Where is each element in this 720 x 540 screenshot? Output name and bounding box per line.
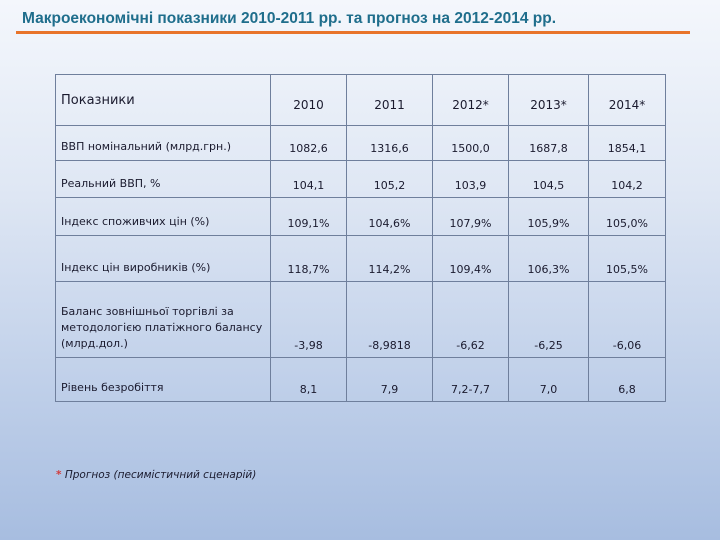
- row-label: Рівень безробіття: [55, 357, 271, 402]
- table-cell: 105,0%: [588, 197, 666, 236]
- header-2012: 2012*: [432, 74, 509, 126]
- table-cell: 105,5%: [588, 235, 666, 282]
- table-cell: 104,6%: [346, 197, 433, 236]
- table-cell: 7,0: [508, 357, 589, 402]
- table-row: Індекс цін виробників (%) 118,7% 114,2% …: [55, 235, 666, 282]
- table-cell: 118,7%: [270, 235, 347, 282]
- table-cell: 1082,6: [270, 125, 347, 161]
- table-row: Рівень безробіття 8,1 7,9 7,2-7,7 7,0 6,…: [55, 357, 666, 402]
- header-2011: 2011: [346, 74, 433, 126]
- table-cell: 1854,1: [588, 125, 666, 161]
- table-cell: 8,1: [270, 357, 347, 402]
- footnote-text: Прогноз (песимістичний сценарій): [61, 469, 257, 481]
- table-cell: 1316,6: [346, 125, 433, 161]
- table-cell: 106,3%: [508, 235, 589, 282]
- table-cell: 104,5: [508, 160, 589, 198]
- footnote: * Прогноз (песимістичний сценарій): [56, 469, 256, 481]
- table-cell: 103,9: [432, 160, 509, 198]
- table-row: Індекс споживчих цін (%) 109,1% 104,6% 1…: [55, 197, 666, 236]
- table-cell: 7,9: [346, 357, 433, 402]
- header-2014: 2014*: [588, 74, 666, 126]
- table-header-row: Показники 2010 2011 2012* 2013* 2014*: [55, 74, 666, 126]
- table-cell: 109,4%: [432, 235, 509, 282]
- header-indicators: Показники: [55, 74, 271, 126]
- table-cell: -3,98: [270, 281, 347, 358]
- table-cell: 107,9%: [432, 197, 509, 236]
- row-label: ВВП номінальний (млрд.грн.): [55, 125, 271, 161]
- row-label: Баланс зовнішньої торгівлі за методологі…: [55, 281, 271, 358]
- row-label: Реальний ВВП, %: [55, 160, 271, 198]
- table-cell: 6,8: [588, 357, 666, 402]
- table-cell: 104,2: [588, 160, 666, 198]
- table-cell: -6,06: [588, 281, 666, 358]
- header-2013: 2013*: [508, 74, 589, 126]
- table-row: ВВП номінальний (млрд.грн.) 1082,6 1316,…: [55, 125, 666, 161]
- table-row: Реальний ВВП, % 104,1 105,2 103,9 104,5 …: [55, 160, 666, 198]
- table-cell: 109,1%: [270, 197, 347, 236]
- table-cell: 114,2%: [346, 235, 433, 282]
- header-2010: 2010: [270, 74, 347, 126]
- row-label: Індекс споживчих цін (%): [55, 197, 271, 236]
- table-cell: 104,1: [270, 160, 347, 198]
- indicators-table: Показники 2010 2011 2012* 2013* 2014* ВВ…: [55, 74, 666, 402]
- table-cell: 105,9%: [508, 197, 589, 236]
- table-cell: 1687,8: [508, 125, 589, 161]
- table-cell: -8,9818: [346, 281, 433, 358]
- table-cell: 7,2-7,7: [432, 357, 509, 402]
- title-underline: [16, 31, 690, 34]
- row-label: Індекс цін виробників (%): [55, 235, 271, 282]
- table-cell: -6,62: [432, 281, 509, 358]
- footnote-marker: *: [56, 469, 62, 481]
- table-cell: -6,25: [508, 281, 589, 358]
- table-cell: 1500,0: [432, 125, 509, 161]
- slide-title: Макроекономічні показники 2010-2011 рр. …: [22, 10, 557, 27]
- table-cell: 105,2: [346, 160, 433, 198]
- table-row: Баланс зовнішньої торгівлі за методологі…: [55, 281, 666, 358]
